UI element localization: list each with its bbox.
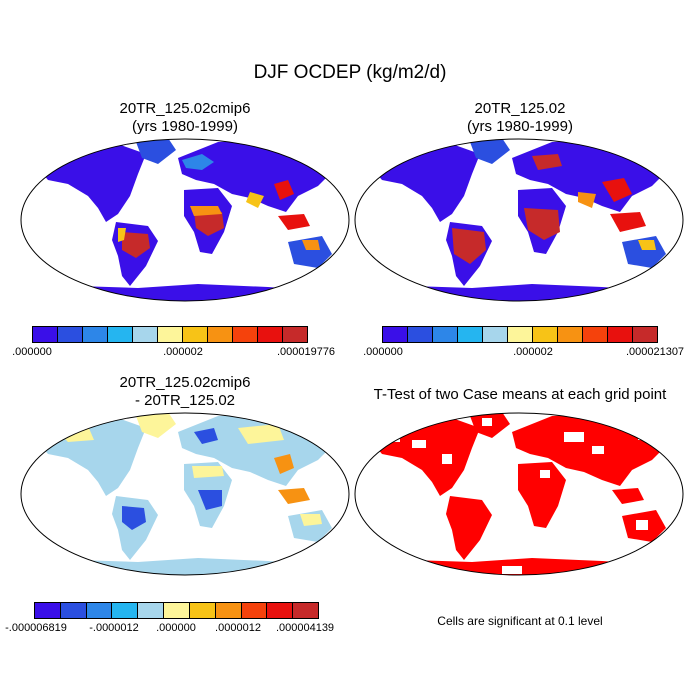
- panel3-colorbar-swatch: [138, 603, 165, 618]
- panel1-colorbar-swatch: [183, 327, 208, 342]
- panel1-colorbar-tick: .000019776: [276, 346, 336, 358]
- panel2-colorbar-tick: .000002: [513, 346, 553, 358]
- panel3-colorbar: [34, 602, 319, 619]
- panel2-colorbar-swatch: [533, 327, 558, 342]
- panel1-colorbar-swatch: [108, 327, 133, 342]
- panel1-colorbar-tick: .000002: [163, 346, 203, 358]
- panel1-colorbar-swatch: [258, 327, 283, 342]
- panel3-colorbar-swatch: [60, 603, 87, 618]
- panel3-colorbar-tick: .000004139: [275, 622, 335, 634]
- panel1-colorbar-swatch: [133, 327, 158, 342]
- panel1-colorbar-swatch: [283, 327, 307, 342]
- panel3-colorbar-swatch: [112, 603, 139, 618]
- panel1-colorbar-swatch: [58, 327, 83, 342]
- panel3-colorbar-tick: -.0000012: [89, 622, 139, 634]
- panel2-colorbar-tick: .000021307: [625, 346, 685, 358]
- panel1-colorbar-swatch: [158, 327, 183, 342]
- panel2-title-line1: 20TR_125.02: [474, 100, 566, 117]
- panel1-colorbar-swatch: [33, 327, 58, 342]
- panel2-colorbar-swatch: [608, 327, 633, 342]
- panel3-colorbar-swatch: [86, 603, 113, 618]
- panel1-title-line2: (yrs 1980-1999): [132, 118, 238, 135]
- panel3-colorbar-swatch: [241, 603, 268, 618]
- panel1-colorbar-swatch: [208, 327, 233, 342]
- panel1-colorbar-swatch: [83, 327, 108, 342]
- panel1-title-line1: 20TR_125.02cmip6: [119, 100, 251, 117]
- panel2-colorbar-swatch: [383, 327, 408, 342]
- panel4-title: T-Test of two Case means at each grid po…: [373, 386, 667, 403]
- panel3-colorbar-swatch: [215, 603, 242, 618]
- panel4-map: [354, 412, 684, 576]
- panel3-colorbar-swatch: [267, 603, 294, 618]
- panel2-colorbar-swatch: [558, 327, 583, 342]
- panel3-title: 20TR_125.02cmip6 - 20TR_125.02: [20, 374, 350, 410]
- panel3-title-line2: - 20TR_125.02: [134, 392, 236, 409]
- significance-note: Cells are significant at 0.1 level: [437, 614, 603, 628]
- panel3-map: [20, 412, 350, 576]
- panel2-colorbar-swatch: [583, 327, 608, 342]
- panel2-colorbar: [382, 326, 658, 343]
- panel3-colorbar-tick: .000000: [156, 622, 196, 634]
- panel3-colorbar-swatch: [164, 603, 190, 618]
- panel2-colorbar-swatch: [633, 327, 657, 342]
- panel3-colorbar-tick: -.000006819: [5, 622, 67, 634]
- panel3-colorbar-tick: .0000012: [215, 622, 261, 634]
- panel2-colorbar-swatch: [408, 327, 433, 342]
- panel3-colorbar-swatch: [189, 603, 216, 618]
- panel2-title-line2: (yrs 1980-1999): [467, 118, 573, 135]
- panel2-colorbar-swatch: [508, 327, 533, 342]
- panel3-colorbar-swatch: [35, 603, 61, 618]
- panel2-map: [354, 138, 684, 302]
- panel1-map: [20, 138, 350, 302]
- figure-title: DJF OCDEP (kg/m2/d): [253, 62, 447, 83]
- panel2-colorbar-swatch: [483, 327, 508, 342]
- panel2-colorbar-swatch: [458, 327, 483, 342]
- panel1-title: 20TR_125.02cmip6 (yrs 1980-1999): [20, 100, 350, 136]
- panel2-colorbar-tick: .000000: [363, 346, 403, 358]
- panel1-colorbar-swatch: [233, 327, 258, 342]
- panel3-title-line1: 20TR_125.02cmip6: [119, 374, 251, 391]
- panel1-colorbar-tick: .000000: [12, 346, 52, 358]
- panel3-colorbar-swatch: [293, 603, 318, 618]
- panel2-title: 20TR_125.02 (yrs 1980-1999): [355, 100, 685, 136]
- panel1-colorbar: [32, 326, 308, 343]
- panel2-colorbar-swatch: [433, 327, 458, 342]
